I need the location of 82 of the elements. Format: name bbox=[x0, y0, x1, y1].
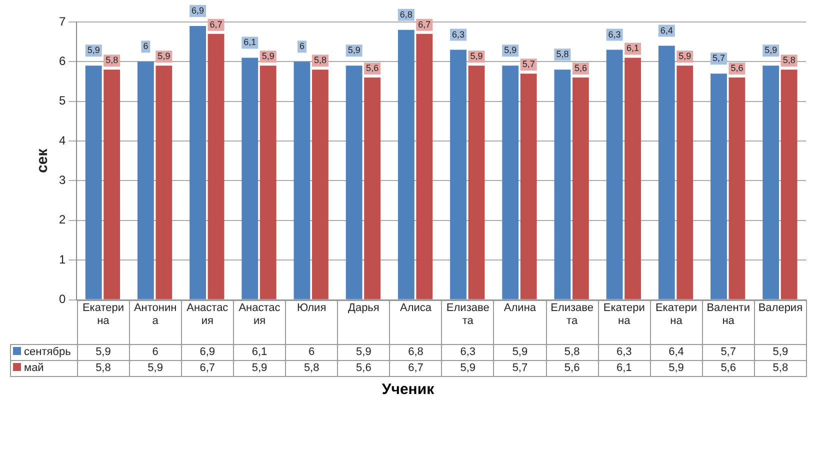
y-tick-label: 6 bbox=[58, 54, 66, 68]
text: 6,9 bbox=[192, 5, 204, 16]
y-tick-label: 7 bbox=[58, 14, 66, 28]
data-label: 6,1 bbox=[598, 360, 650, 376]
text: 5,8 bbox=[556, 49, 569, 60]
text: 6 bbox=[143, 41, 148, 52]
text: 5,9 bbox=[262, 51, 274, 62]
data-label: 6,3 bbox=[442, 344, 494, 360]
text: 5,9 bbox=[678, 51, 692, 62]
x-tick-label: Анастасия bbox=[181, 300, 234, 344]
text: 5,9 bbox=[764, 45, 778, 56]
x-tick-label: Екатерина bbox=[77, 300, 130, 344]
x-tick-label: Елизавета bbox=[442, 300, 494, 344]
text: 6,1 bbox=[626, 43, 640, 54]
text: 5,8 bbox=[314, 55, 326, 66]
data-label: 5,9 bbox=[494, 344, 546, 360]
data-label: 6,3 bbox=[598, 344, 650, 360]
x-tick-label: Валерия bbox=[754, 300, 806, 344]
text: 5,7 bbox=[712, 53, 725, 64]
data-label: 5,8 bbox=[754, 360, 806, 376]
data-label: 6,1 bbox=[233, 344, 286, 360]
x-tick-label: Юлия bbox=[286, 300, 338, 344]
x-tick-label: Анастасия bbox=[233, 300, 286, 344]
y-tick-label: 4 bbox=[58, 133, 66, 148]
data-label: 5,9 bbox=[754, 344, 806, 360]
text: 6,3 bbox=[452, 29, 465, 40]
x-axis-title: Ученик bbox=[380, 381, 436, 398]
text: 6,3 bbox=[608, 29, 621, 40]
text: 5,8 bbox=[782, 55, 796, 66]
data-label: 6,9 bbox=[181, 344, 234, 360]
text: 5,9 bbox=[158, 51, 170, 62]
text: 6,7 bbox=[210, 19, 222, 30]
text: 5,6 bbox=[366, 63, 379, 74]
text: 6,7 bbox=[418, 19, 431, 30]
y-tick-label: 2 bbox=[58, 212, 66, 227]
data-label: 5,8 bbox=[77, 360, 130, 376]
x-tick-label: Елизавета bbox=[546, 300, 598, 344]
x-tick-label: Екатерина bbox=[598, 300, 650, 344]
legend-label: сентябрь bbox=[10, 344, 78, 360]
data-label: 5,6 bbox=[546, 360, 598, 376]
text: 5,9 bbox=[504, 45, 517, 56]
data-label: 5,9 bbox=[338, 344, 390, 360]
data-label: 5,7 bbox=[494, 360, 546, 376]
data-label: 6,4 bbox=[650, 344, 702, 360]
text: 5,6 bbox=[730, 63, 744, 74]
x-tick-label: Дарья bbox=[338, 300, 390, 344]
data-label: 6 bbox=[129, 344, 182, 360]
text: 5,6 bbox=[574, 63, 587, 74]
x-tick-label: Екатерина bbox=[650, 300, 702, 344]
text: 5,8 bbox=[106, 55, 118, 66]
y-tick-label: 1 bbox=[58, 252, 66, 266]
x-tick-label: Валентина bbox=[702, 300, 754, 344]
text: 6,4 bbox=[660, 25, 673, 36]
text: 5,9 bbox=[470, 51, 483, 62]
x-tick-label: Алиса bbox=[390, 300, 442, 344]
y-tick-label: 5 bbox=[58, 94, 66, 108]
y-tick-label: 3 bbox=[58, 173, 66, 188]
data-label: 6,7 bbox=[390, 360, 442, 376]
x-tick-label: Алина bbox=[494, 300, 546, 344]
text: 5,9 bbox=[87, 45, 100, 56]
legend-label: май bbox=[10, 360, 78, 376]
data-label: 5,9 bbox=[442, 360, 494, 376]
data-label: 6,8 bbox=[390, 344, 442, 360]
data-label: 5,7 bbox=[702, 344, 754, 360]
data-label: 6,7 bbox=[181, 360, 234, 376]
data-label: 5,8 bbox=[286, 360, 338, 376]
text: 5,7 bbox=[522, 59, 535, 70]
text: 6 bbox=[299, 41, 304, 52]
data-label: 6 bbox=[286, 344, 338, 360]
data-label: 5,6 bbox=[702, 360, 754, 376]
data-label: 5,9 bbox=[129, 360, 182, 376]
data-label: 5,9 bbox=[233, 360, 286, 376]
data-label: 5,6 bbox=[338, 360, 390, 376]
data-label: 5,9 bbox=[77, 344, 130, 360]
x-tick-label: Антонина bbox=[129, 300, 182, 344]
data-label: 5,8 bbox=[546, 344, 598, 360]
text: 5,9 bbox=[348, 45, 360, 56]
text: 6,8 bbox=[400, 9, 412, 20]
y-tick-label: 0 bbox=[58, 292, 66, 306]
y-axis-title: сек bbox=[34, 148, 52, 173]
data-label: 5,9 bbox=[650, 360, 702, 376]
text: 6,1 bbox=[244, 37, 256, 48]
